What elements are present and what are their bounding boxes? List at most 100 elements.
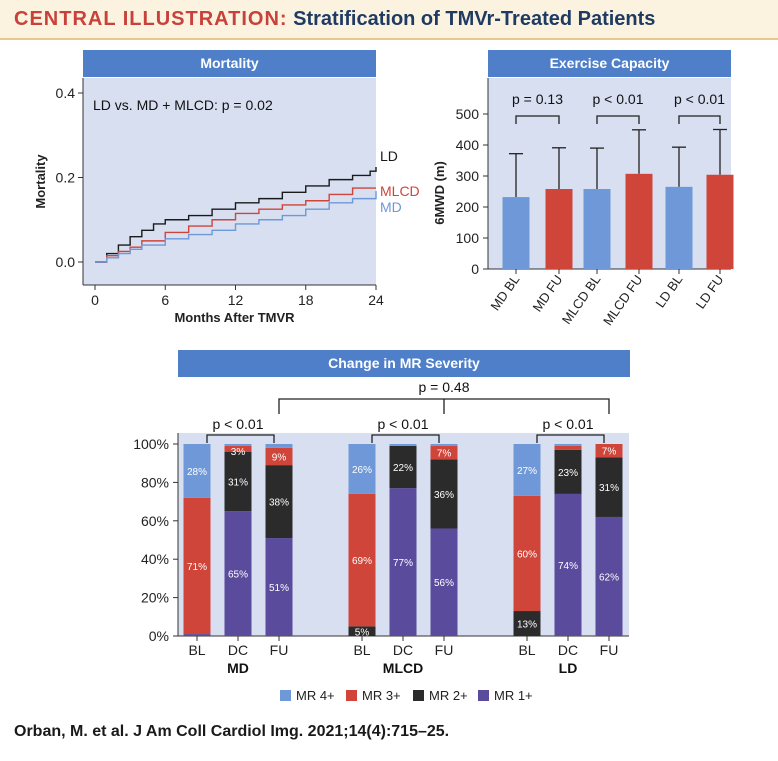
- legend-label: MR 4+: [296, 688, 335, 703]
- x-tick-label: 6: [161, 292, 169, 308]
- legend-swatch: [280, 690, 291, 701]
- segment-label: 13%: [517, 620, 537, 631]
- segment-mr-4plus: [554, 444, 582, 446]
- y-tick-label: 40%: [141, 551, 169, 567]
- title-rest: Stratification of TMVr-Treated Patients: [293, 8, 656, 30]
- segment-mr-4plus: [265, 444, 293, 448]
- group-label-mlcd: MLCD: [383, 660, 423, 676]
- x-tick-label: BL: [353, 642, 370, 658]
- segment-label: 7%: [437, 449, 452, 460]
- y-tick-label: 100%: [133, 436, 169, 452]
- x-tick-label: MD FU: [530, 272, 566, 314]
- segment-mr-4plus: [389, 444, 417, 446]
- segment-mr-1plus: [265, 538, 293, 636]
- y-tick-label: 0: [471, 261, 479, 277]
- y-tick-label: 0.0: [56, 254, 76, 270]
- x-tick-label: BL: [188, 642, 205, 658]
- segment-label: 51%: [269, 583, 289, 594]
- comparison-p-value: p < 0.01: [593, 91, 644, 107]
- segment-mr-3plus: [430, 445, 458, 460]
- series-line-mlcd: [95, 187, 376, 263]
- segment-label: 62%: [599, 572, 619, 583]
- segment-mr-4plus: [183, 444, 211, 498]
- y-axis-label: 6MWD (m): [432, 161, 447, 225]
- segment-label: 23%: [558, 468, 578, 479]
- x-tick-label: 24: [368, 292, 384, 308]
- y-axis-label: Mortality: [33, 154, 48, 209]
- segment-mr-4plus: [348, 444, 376, 494]
- x-tick-label: DC: [228, 642, 248, 658]
- mortality-chart: 0.0 0.2 0.4 0 6 12 18 24 Months After TMVR Mortal…: [33, 78, 420, 323]
- group-label-md: MD: [227, 660, 249, 676]
- legend-swatch: [478, 690, 489, 701]
- comparison-p-value: p = 0.13: [512, 91, 563, 107]
- exercise-title: Exercise Capacity: [488, 50, 731, 77]
- segment-label: 7%: [602, 447, 617, 458]
- series-line-md: [95, 191, 377, 263]
- bar-ld-bl: [665, 186, 693, 269]
- y-tick-label: 400: [456, 137, 480, 153]
- segment-label: 77%: [393, 558, 413, 569]
- comparison-bracket: [515, 115, 560, 124]
- mr-title: Change in MR Severity: [178, 350, 630, 377]
- x-tick-label: DC: [558, 642, 578, 658]
- segment-mr-3plus: [224, 445, 252, 452]
- segment-mr-2plus: [265, 465, 293, 539]
- bar-mlcd-bl: [583, 189, 611, 269]
- segment-label: 28%: [187, 467, 207, 478]
- comparison-p-value: p < 0.01: [674, 91, 725, 107]
- x-tick-label: LD FU: [693, 272, 727, 311]
- legend-swatch: [346, 690, 357, 701]
- segment-label: 71%: [187, 562, 207, 573]
- mr-severity-chart: 0% 20% 40% 60% 80% 100% 71% 28% BL 65% 31% 3% DC 51% 3…: [133, 379, 629, 703]
- legend-swatch: [413, 690, 424, 701]
- y-tick-label: 0%: [149, 628, 169, 644]
- illustration-title: CENTRAL ILLUSTRATION: Stratification of …: [14, 8, 655, 31]
- y-tick-label: 100: [456, 230, 480, 246]
- comparison-bracket: [596, 115, 640, 124]
- group-bracket: [536, 434, 605, 443]
- segment-label: 56%: [434, 578, 454, 589]
- x-tick-label: 18: [298, 292, 314, 308]
- x-tick-label: DC: [393, 642, 413, 658]
- x-tick-label: LD BL: [652, 272, 685, 310]
- segment-mr-1plus: [554, 493, 582, 636]
- segment-mr-2plus: [513, 611, 541, 636]
- y-tick-label: 0.2: [56, 170, 76, 186]
- segment-label: 60%: [517, 549, 537, 560]
- group-bracket: [371, 434, 440, 443]
- segment-label: 74%: [558, 561, 578, 572]
- segment-mr-3plus: [554, 445, 582, 450]
- x-tick-label: 0: [91, 292, 99, 308]
- y-tick-label: 500: [456, 106, 480, 122]
- x-tick-label: FU: [600, 642, 619, 658]
- segment-mr-4plus: [430, 444, 458, 446]
- segment-label: 38%: [269, 498, 289, 509]
- segment-mr-4plus: [224, 444, 252, 446]
- x-tick-label: MLCD BL: [559, 272, 604, 327]
- segment-mr-3plus: [595, 444, 623, 458]
- bar-md-bl: [502, 197, 530, 269]
- y-tick-label: 0.4: [56, 85, 76, 101]
- bar-ld-fu: [706, 174, 734, 269]
- segment-mr-2plus: [224, 451, 252, 512]
- x-axis-label: Months After TMVR: [174, 310, 295, 323]
- segment-mr-1plus: [183, 634, 211, 636]
- header-banner: CENTRAL ILLUSTRATION: Stratification of …: [0, 0, 778, 40]
- group-p-value: p < 0.01: [213, 416, 264, 432]
- segment-mr-1plus: [389, 488, 417, 636]
- y-tick-label: 60%: [141, 513, 169, 529]
- segment-label: 27%: [517, 466, 537, 477]
- segment-label: 31%: [599, 483, 619, 494]
- segment-label: 26%: [352, 465, 372, 476]
- segment-mr-3plus: [348, 493, 376, 627]
- segment-label: 31%: [228, 477, 248, 488]
- segment-label: 36%: [434, 490, 454, 501]
- segment-label: 65%: [228, 570, 248, 581]
- overall-bracket: [278, 398, 610, 414]
- segment-label: 3%: [231, 447, 246, 458]
- y-tick-label: 200: [456, 199, 480, 215]
- segment-mr-4plus: [513, 444, 541, 496]
- overall-p-value: p = 0.48: [419, 379, 470, 395]
